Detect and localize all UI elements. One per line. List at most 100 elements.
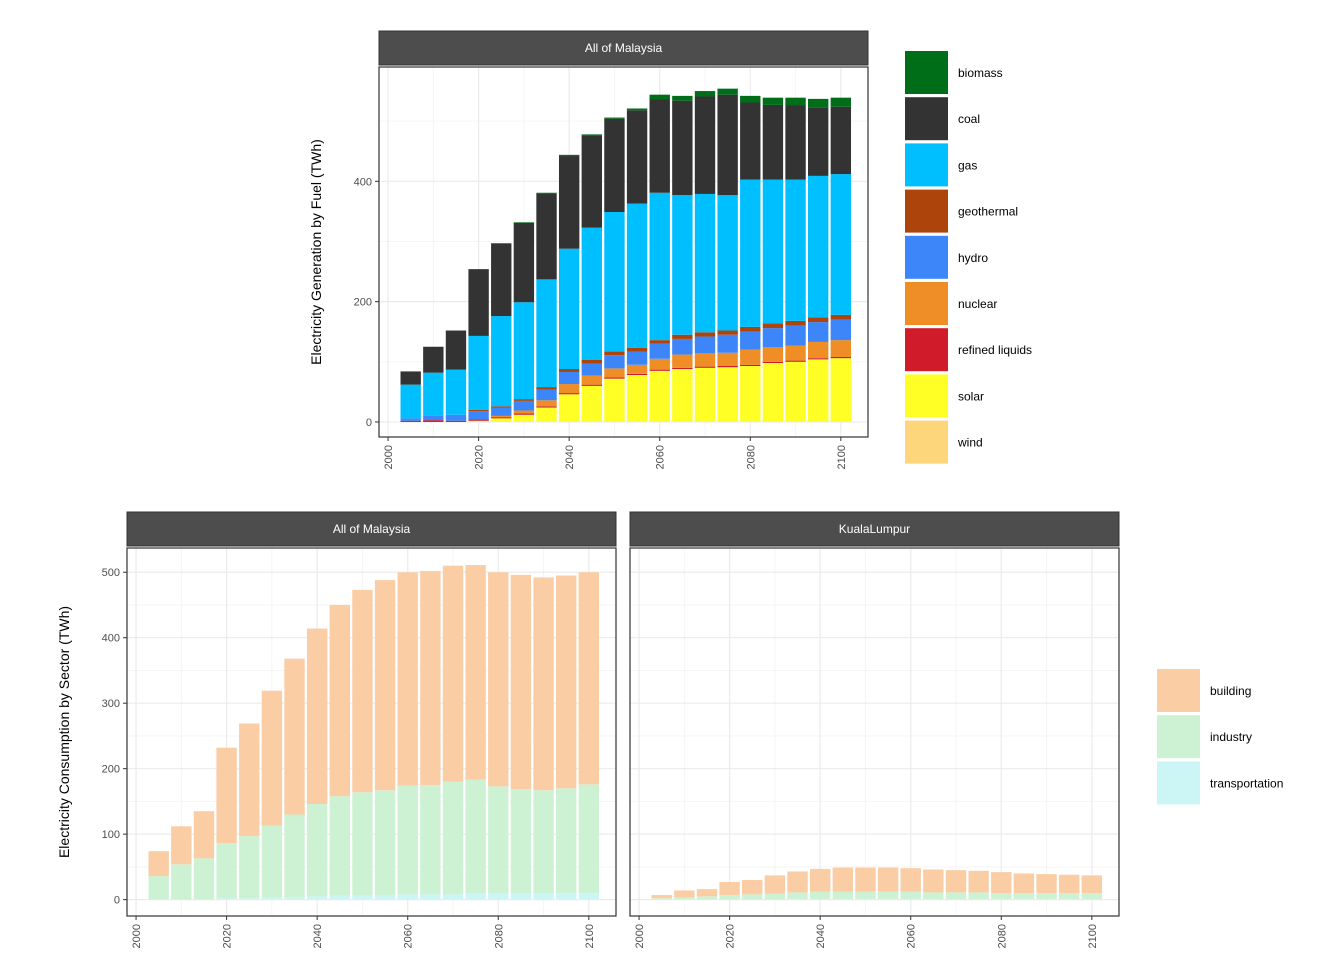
bar-refined-liquids (762, 361, 784, 363)
bar-industry (533, 790, 554, 894)
panel-border (126, 547, 617, 917)
bar-hydro (830, 319, 852, 341)
bar-building (719, 881, 740, 896)
bar-building (352, 589, 373, 793)
bar-gas (513, 302, 535, 400)
y-tick-label: 0 (366, 417, 372, 429)
bar-industry (488, 786, 509, 894)
bar-building (1059, 874, 1080, 894)
legend-key-hydro (905, 235, 948, 279)
bar-transportation (877, 898, 899, 900)
bar-building (832, 867, 853, 892)
bar-industry (742, 894, 763, 900)
bar-refined-liquids (558, 393, 580, 395)
bar-building (284, 658, 305, 815)
bar-nuclear (672, 354, 693, 368)
bar-refined-liquids (445, 420, 467, 422)
bar-transportation (329, 895, 350, 900)
bar-industry (674, 897, 695, 900)
y-axis-title: Electricity Generation by Fuel (TWh) (308, 139, 324, 365)
bar-transportation (1059, 898, 1080, 900)
bar-building (1081, 875, 1103, 894)
bar-building (193, 811, 215, 859)
bar-refined-liquids (604, 377, 625, 379)
bar-gas (830, 174, 852, 315)
x-tick-label: 2080 (996, 924, 1008, 948)
bar-building (742, 879, 763, 895)
bar-gas (672, 195, 693, 335)
legend-label: biomass (958, 66, 1003, 80)
bar-transportation (787, 898, 808, 900)
bar-hydro (649, 343, 670, 359)
bar-refined-liquids (581, 384, 602, 386)
bar-refined-liquids (808, 358, 829, 360)
x-tick-label: 2000 (131, 924, 143, 948)
bar-geothermal (694, 332, 716, 337)
bar-biomass (536, 192, 557, 194)
bar-transportation (968, 898, 989, 900)
generation-chart: All of Malaysia 2000 2020 2040 2060 2080 2100 0… (308, 30, 1032, 469)
bar-transportation (578, 893, 600, 900)
bar-coal (785, 105, 806, 180)
bar-refined-liquids (830, 356, 852, 359)
bar-building (1036, 874, 1057, 894)
legend-label: building (1210, 684, 1251, 698)
panel-border (378, 66, 869, 438)
bar-hydro (808, 322, 829, 342)
bar-industry (239, 836, 260, 899)
x-tick-label: 2040 (815, 924, 827, 948)
bar-hydro (604, 355, 625, 369)
x-tick-label: 2100 (1087, 924, 1099, 948)
bar-industry (284, 814, 305, 898)
bar-refined-liquids (491, 417, 512, 419)
bar-biomass (558, 154, 580, 157)
bar-transportation (991, 898, 1012, 900)
bar-solar (762, 363, 784, 422)
panel-background (630, 548, 1119, 916)
bar-geothermal (740, 326, 761, 332)
bar-coal (491, 243, 512, 317)
x-tick-label: 2100 (584, 924, 596, 948)
bar-building (465, 565, 486, 780)
legend-label: solar (958, 389, 984, 403)
bar-building (442, 565, 464, 782)
bar-gas (785, 179, 806, 321)
legend-label: wind (957, 436, 983, 450)
x-tick-label: 2020 (474, 445, 486, 469)
bar-gas (581, 227, 602, 360)
x-tick-label: 2100 (836, 445, 848, 469)
bar-transportation (809, 898, 831, 900)
bar-solar (604, 378, 625, 422)
bar-hydro (536, 389, 557, 401)
bar-building (651, 895, 672, 899)
bar-nuclear (491, 415, 512, 418)
bar-hydro (558, 372, 580, 385)
bar-biomass (785, 97, 806, 106)
bar-industry (397, 785, 418, 895)
y-tick-label: 100 (102, 829, 120, 841)
bar-geothermal (649, 340, 670, 344)
legend-key-coal (905, 97, 948, 141)
bar-biomass (672, 95, 693, 101)
bar-industry (764, 893, 786, 900)
bar-nuclear (830, 340, 852, 357)
bar-coal (717, 94, 738, 196)
y-tick-label: 400 (354, 176, 372, 188)
bar-building (148, 851, 169, 877)
bar-gas (717, 195, 738, 331)
bar-gas (649, 192, 670, 341)
bar-industry (855, 891, 876, 899)
bar-transportation (1013, 898, 1035, 900)
bar-refined-liquids (717, 366, 738, 368)
bar-biomass (626, 108, 648, 111)
bar-refined-liquids (672, 367, 693, 370)
bar-building (306, 628, 328, 805)
bar-nuclear (649, 358, 670, 370)
bar-building (329, 604, 350, 797)
bar-nuclear (717, 352, 738, 367)
x-tick-label: 2040 (564, 445, 576, 469)
bar-hydro (400, 418, 421, 421)
bar-industry (556, 788, 577, 894)
panel-border (629, 547, 1120, 917)
bar-refined-liquids (626, 373, 648, 376)
